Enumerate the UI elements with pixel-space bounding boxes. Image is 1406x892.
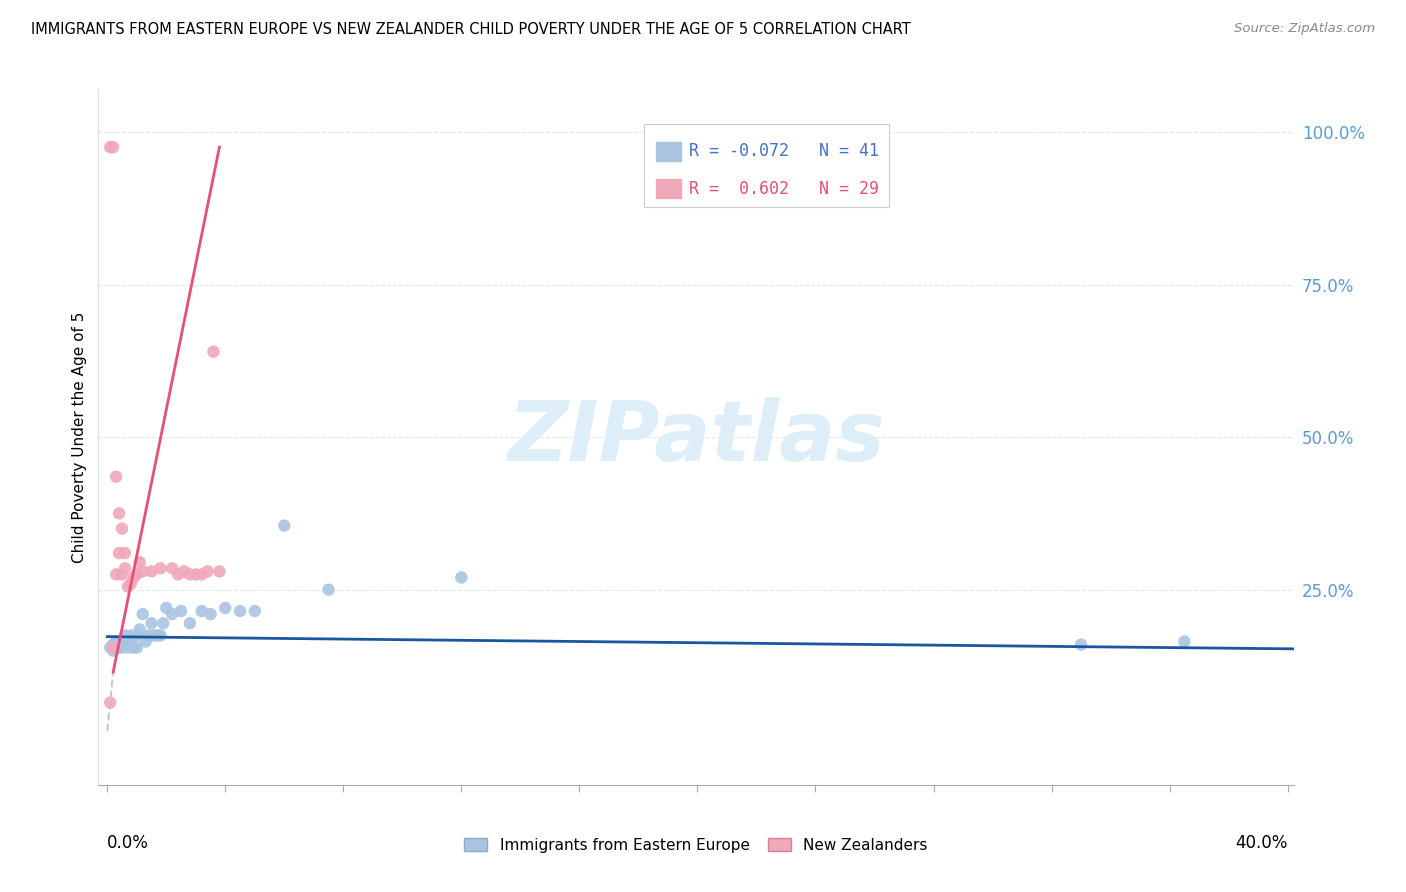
Point — [117, 580, 139, 594]
Point — [101, 140, 124, 154]
Point — [101, 640, 124, 655]
Point — [214, 601, 236, 615]
Point — [190, 567, 212, 582]
Point — [155, 601, 177, 615]
Point — [111, 522, 134, 536]
Point — [111, 567, 134, 582]
Point — [101, 643, 124, 657]
Point — [125, 628, 148, 642]
Point — [167, 567, 190, 582]
Point — [160, 561, 183, 575]
Point — [108, 640, 131, 655]
Point — [179, 616, 201, 631]
Point — [131, 607, 153, 621]
Text: 40.0%: 40.0% — [1236, 834, 1288, 852]
Point — [117, 634, 139, 648]
Point — [105, 469, 128, 483]
Point — [173, 565, 195, 579]
Point — [141, 565, 163, 579]
Point — [98, 696, 121, 710]
Point — [197, 565, 219, 579]
Point — [184, 567, 207, 582]
Point — [170, 604, 193, 618]
Point — [202, 344, 225, 359]
Point — [108, 546, 131, 560]
Point — [101, 638, 124, 652]
Text: R =  0.602   N = 29: R = 0.602 N = 29 — [689, 179, 879, 197]
Point — [111, 640, 134, 655]
Point — [146, 628, 169, 642]
Point — [122, 570, 145, 584]
Point — [120, 638, 142, 652]
Point — [143, 628, 166, 642]
Point — [149, 628, 172, 642]
Point — [149, 561, 172, 575]
Text: R = -0.072   N = 41: R = -0.072 N = 41 — [689, 143, 879, 161]
Point — [243, 604, 266, 618]
Point — [1070, 638, 1092, 652]
Point — [108, 507, 131, 521]
Point — [111, 634, 134, 648]
Point — [273, 518, 295, 533]
Text: 0.0%: 0.0% — [107, 834, 149, 852]
Point — [114, 546, 136, 560]
Point — [105, 640, 128, 655]
Point — [1173, 634, 1195, 648]
Point — [152, 616, 174, 631]
Legend: Immigrants from Eastern Europe, New Zealanders: Immigrants from Eastern Europe, New Zeal… — [460, 833, 932, 857]
Text: ZIPatlas: ZIPatlas — [508, 397, 884, 477]
Point — [160, 607, 183, 621]
Point — [114, 628, 136, 642]
Point — [208, 565, 231, 579]
Point — [179, 567, 201, 582]
Point — [138, 628, 160, 642]
Point — [125, 640, 148, 655]
Point — [98, 140, 121, 154]
Text: Source: ZipAtlas.com: Source: ZipAtlas.com — [1234, 22, 1375, 36]
Point — [120, 628, 142, 642]
Text: IMMIGRANTS FROM EASTERN EUROPE VS NEW ZEALANDER CHILD POVERTY UNDER THE AGE OF 5: IMMIGRANTS FROM EASTERN EUROPE VS NEW ZE… — [31, 22, 911, 37]
Point — [131, 565, 153, 579]
Point — [108, 638, 131, 652]
Point — [318, 582, 340, 597]
Point — [229, 604, 252, 618]
Point — [135, 634, 157, 648]
Point — [98, 640, 121, 655]
Point — [450, 570, 472, 584]
Point — [128, 623, 150, 637]
Point — [122, 640, 145, 655]
Point — [128, 555, 150, 569]
Point — [105, 634, 128, 648]
Point — [125, 567, 148, 582]
Point — [190, 604, 212, 618]
Point — [117, 640, 139, 655]
Point — [200, 607, 222, 621]
Point — [114, 561, 136, 575]
Point — [120, 576, 142, 591]
Point — [114, 638, 136, 652]
Point — [105, 567, 128, 582]
Point — [141, 616, 163, 631]
Y-axis label: Child Poverty Under the Age of 5: Child Poverty Under the Age of 5 — [72, 311, 87, 563]
